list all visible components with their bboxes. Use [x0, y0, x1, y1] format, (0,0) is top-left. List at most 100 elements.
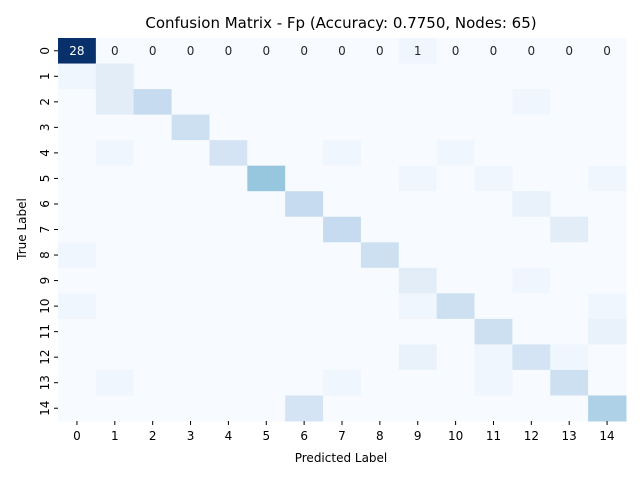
heatmap-cell-6-5: [247, 191, 286, 218]
heatmap-cell-12-12: [512, 344, 551, 371]
x-axis-label: Predicted Label: [295, 451, 388, 465]
heatmap-cell-9-3: [171, 267, 210, 294]
heatmap-cell-6-10: [436, 191, 476, 218]
heatmap-cell-2-14: [588, 89, 627, 116]
heatmap-cell-7-13: [550, 216, 589, 243]
heatmap-cell-4-3: [171, 140, 210, 167]
heatmap-cell-2-3: [171, 89, 210, 116]
heatmap-cell-1-5: [247, 63, 286, 90]
heatmap-cell-11-4: [209, 318, 248, 345]
heatmap-cell-4-14: [588, 140, 627, 167]
x-tick-label-10: 10: [448, 429, 463, 443]
heatmap-cell-7-12: [512, 216, 551, 243]
heatmap-cell-5-14: [588, 165, 627, 192]
y-tick-label-13: 13: [38, 375, 52, 390]
heatmap-cell-9-5: [247, 267, 286, 294]
heatmap-cell-6-11: [474, 191, 513, 218]
heatmap-cell-7-8: [360, 216, 400, 243]
heatmap-cell-2-11: [474, 89, 513, 116]
heatmap-cell-10-14: [588, 293, 627, 320]
heatmap-cell-3-2: [133, 114, 173, 141]
heatmap-cell-11-8: [360, 318, 400, 345]
heatmap-cell-4-1: [95, 140, 135, 167]
heatmap-cell-8-13: [550, 242, 589, 269]
heatmap-cell-labels: 28 0 0 0 0 0 0 0 0 1 0 0 0 0 0: [69, 44, 611, 58]
heatmap-cell-5-2: [133, 165, 173, 192]
y-tick-label-2: 2: [38, 98, 52, 106]
heatmap-cell-3-10: [436, 114, 476, 141]
heatmap-cell-1-7: [323, 63, 362, 90]
cell-value-label-0-4: 0: [225, 44, 233, 58]
heatmap-cell-12-1: [95, 344, 135, 371]
heatmap-cell-6-3: [171, 191, 210, 218]
heatmap-cell-3-7: [323, 114, 362, 141]
heatmap-cell-6-4: [209, 191, 248, 218]
heatmap-cell-8-2: [133, 242, 173, 269]
heatmap-cell-4-7: [323, 140, 362, 167]
heatmap-cell-8-7: [323, 242, 362, 269]
heatmap-cell-5-6: [285, 165, 324, 192]
heatmap-cell-12-2: [133, 344, 173, 371]
heatmap-cell-4-10: [436, 140, 476, 167]
heatmap-cell-0-10: [436, 38, 476, 65]
y-tick-label-1: 1: [38, 72, 52, 80]
heatmap-cell-1-0: [58, 63, 97, 90]
heatmap-cell-2-9: [398, 89, 438, 116]
heatmap-cell-9-13: [550, 267, 589, 294]
heatmap-cell-11-0: [58, 318, 97, 345]
heatmap-cell-9-4: [209, 267, 248, 294]
heatmap-cell-1-6: [285, 63, 324, 90]
heatmap-cell-5-10: [436, 165, 476, 192]
y-tick-label-12: 12: [38, 350, 52, 365]
heatmap-cell-1-1: [95, 63, 135, 90]
heatmap-cell-5-3: [171, 165, 210, 192]
heatmap-cell-14-7: [323, 395, 362, 422]
heatmap-cell-12-6: [285, 344, 324, 371]
heatmap-cell-11-7: [323, 318, 362, 345]
cell-value-label-0-0: 28: [69, 44, 84, 58]
heatmap-cell-0-14: [588, 38, 627, 65]
heatmap-cell-9-8: [360, 267, 400, 294]
heatmap-cell-14-13: [550, 395, 589, 422]
heatmap-cell-4-9: [398, 140, 438, 167]
chart-title: Confusion Matrix - Fp (Accuracy: 0.7750,…: [145, 14, 536, 32]
heatmap-cell-11-12: [512, 318, 551, 345]
heatmap-cell-13-5: [247, 369, 286, 396]
heatmap-cell-1-13: [550, 63, 589, 90]
heatmap-cell-7-7: [323, 216, 362, 243]
heatmap-cell-13-10: [436, 369, 476, 396]
heatmap-cell-5-7: [323, 165, 362, 192]
heatmap-cell-6-2: [133, 191, 173, 218]
heatmap-cell-13-0: [58, 369, 97, 396]
heatmap-cell-3-1: [95, 114, 135, 141]
heatmap-cell-3-6: [285, 114, 324, 141]
heatmap-cell-0-12: [512, 38, 551, 65]
heatmap-cell-10-8: [360, 293, 400, 320]
y-tick-label-6: 6: [38, 200, 52, 208]
cell-value-label-0-12: 0: [528, 44, 536, 58]
heatmap-cell-13-3: [171, 369, 210, 396]
heatmap-cell-9-0: [58, 267, 97, 294]
heatmap-cell-8-4: [209, 242, 248, 269]
y-tick-label-11: 11: [38, 324, 52, 339]
heatmap-cell-11-11: [474, 318, 513, 345]
heatmap-cell-4-0: [58, 140, 97, 167]
heatmap-cell-4-4: [209, 140, 248, 167]
heatmap-cell-9-12: [512, 267, 551, 294]
heatmap-cell-1-14: [588, 63, 627, 90]
heatmap-cell-11-9: [398, 318, 438, 345]
heatmap-cell-0-5: [247, 38, 286, 65]
x-tick-label-1: 1: [111, 429, 119, 443]
heatmap-cell-13-2: [133, 369, 173, 396]
heatmap-cell-2-6: [285, 89, 324, 116]
y-axis-label: True Label: [15, 198, 29, 261]
heatmap-cell-10-13: [550, 293, 589, 320]
heatmap-cell-12-7: [323, 344, 362, 371]
heatmap-cell-14-5: [247, 395, 286, 422]
heatmap-cell-11-10: [436, 318, 476, 345]
heatmap-cell-14-0: [58, 395, 97, 422]
heatmap-cell-9-6: [285, 267, 324, 294]
heatmap-cell-6-1: [95, 191, 135, 218]
